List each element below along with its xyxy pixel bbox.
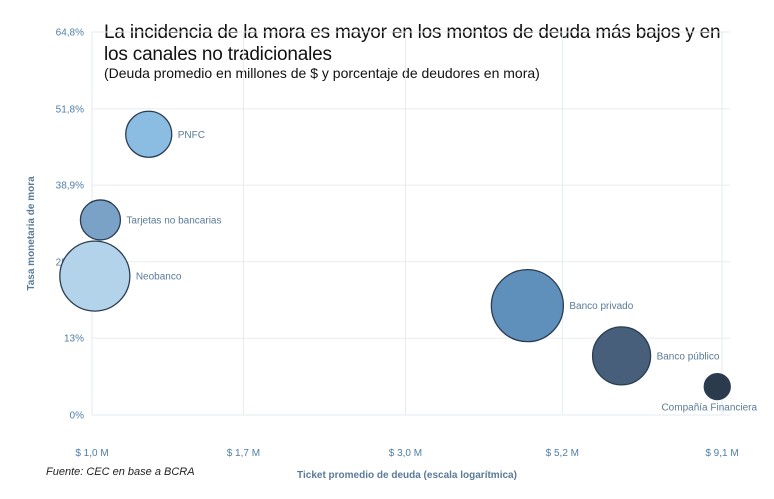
point-label: Banco público	[657, 351, 720, 362]
source-note: Fuente: CEC en base a BCRA	[46, 466, 195, 478]
y-tick-label: 64,8%	[56, 28, 84, 39]
point-label: Tarjetas no bancarias	[126, 215, 221, 226]
bubble-point	[490, 269, 565, 343]
x-axis-label: Ticket promedio de deuda (escala logarít…	[297, 470, 517, 481]
x-tick-label: $ 1,0 M	[75, 448, 108, 459]
y-tick-label: 38,9%	[56, 181, 84, 192]
y-tick-label: 0%	[70, 411, 85, 422]
x-tick-label: $ 9,1 M	[705, 448, 738, 459]
bubble-point	[703, 372, 731, 401]
y-tick-label: 51,8%	[56, 104, 84, 115]
x-tick-label: $ 5,2 M	[546, 448, 579, 459]
point-label: PNFC	[178, 130, 205, 141]
bubble-point	[79, 199, 122, 241]
x-tick-label: $ 3,0 M	[389, 448, 422, 459]
bubble-point	[591, 326, 652, 386]
chart-subtitle: (Deuda promedio en millones de $ y porce…	[104, 65, 540, 81]
x-tick-label: $ 1,7 M	[227, 448, 260, 459]
point-label: Banco privado	[569, 301, 633, 312]
y-axis-label: Tasa monetaria de mora	[26, 176, 37, 291]
point-label: Compañía Financiera	[661, 403, 757, 414]
bubble-point	[125, 110, 173, 158]
point-label: Neobanco	[136, 272, 182, 283]
y-tick-label: 13%	[64, 334, 84, 345]
bubble-point	[59, 240, 131, 312]
